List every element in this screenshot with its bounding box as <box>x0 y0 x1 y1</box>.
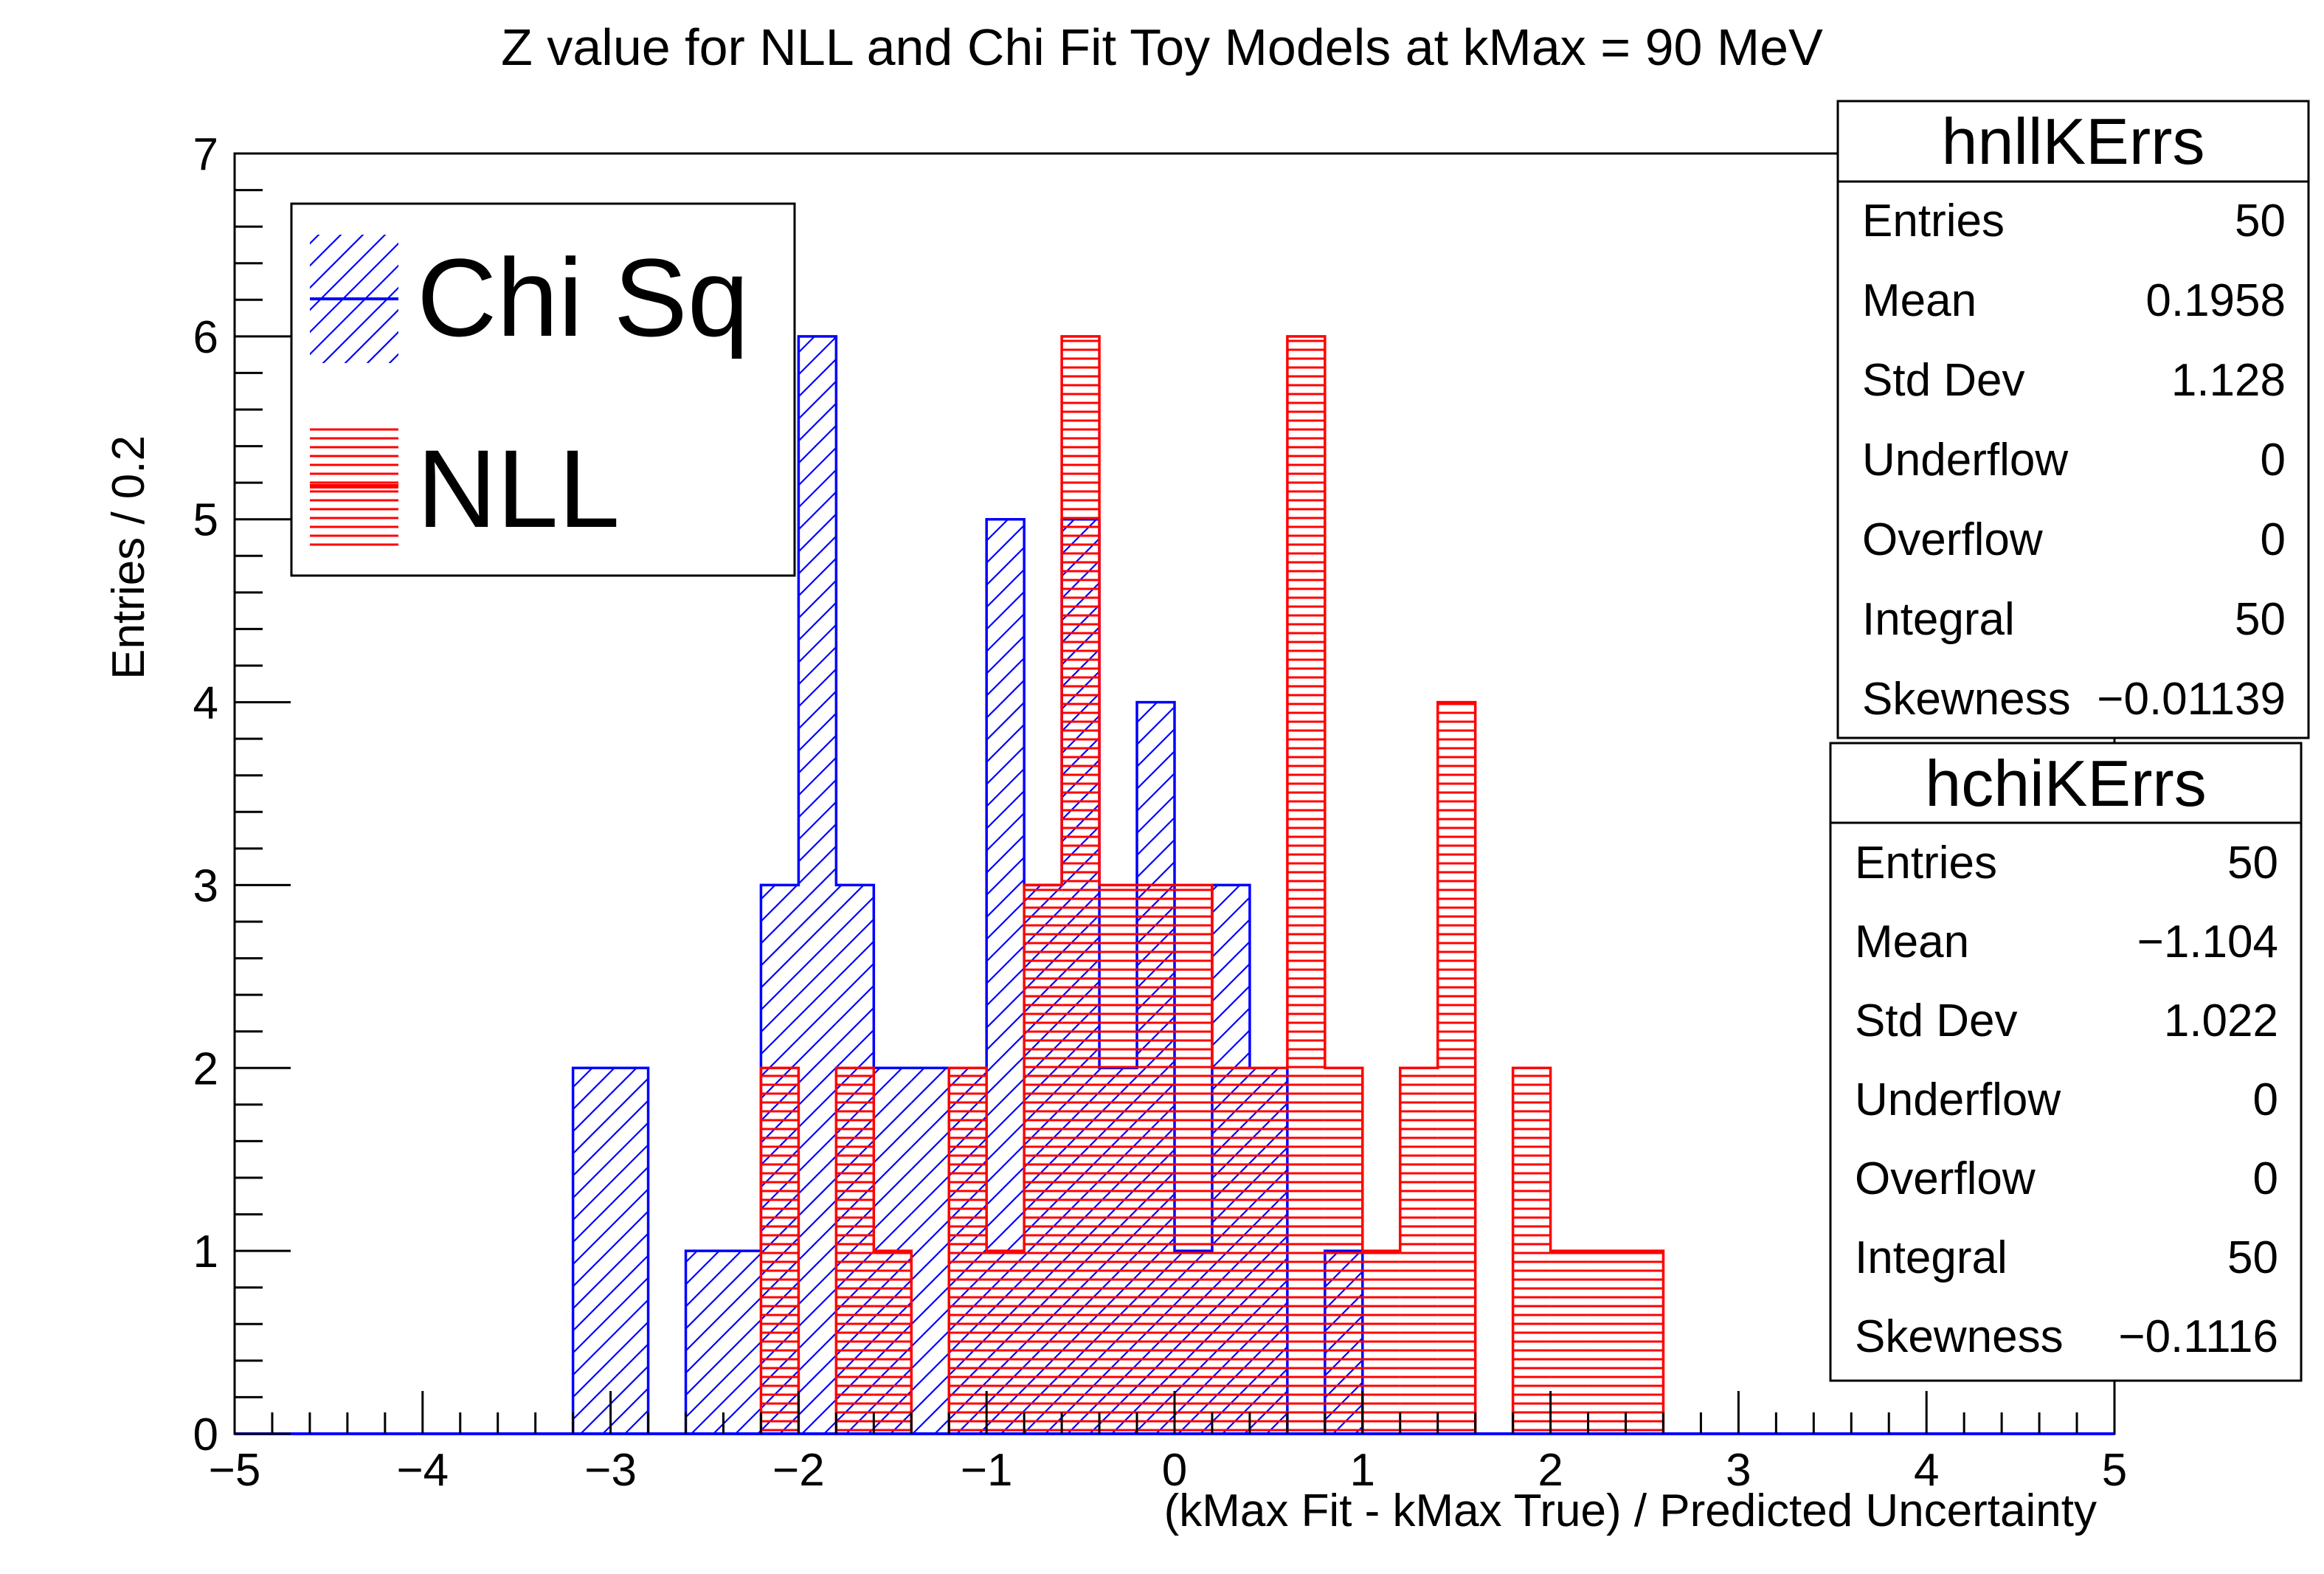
x-axis-label: (kMax Fit - kMax True) / Predicted Uncer… <box>1164 1485 2097 1536</box>
stats-row-label: Std Dev <box>1862 355 2025 406</box>
stats-box-title: hnllKErrs <box>1942 105 2205 178</box>
stats-row-label: Entries <box>1855 838 1997 888</box>
histogram-bar <box>1362 1251 1400 1434</box>
histogram-bar <box>836 1068 874 1434</box>
stats-row-value: 0 <box>2253 1074 2278 1125</box>
stats-row-label: Underflow <box>1855 1074 2061 1125</box>
stats-row-label: Integral <box>1855 1232 2007 1283</box>
x-tick-label: −2 <box>772 1445 825 1496</box>
histogram-bar <box>798 336 837 1434</box>
histogram-outline <box>571 335 1364 1435</box>
x-axis: −5 −4 −3 −2 −1 0 1 2 3 4 5 <box>209 1391 2127 1496</box>
plot-area: −5 −4 −3 −2 −1 0 1 2 3 4 5 0 1 2 3 4 5 6 7 <box>193 129 2128 1496</box>
stats-row-value: 1.022 <box>2164 995 2278 1046</box>
stats-row-label: Overflow <box>1855 1153 2036 1204</box>
series-nll <box>759 335 1665 1435</box>
stats-row-label: Mean <box>1862 275 1977 326</box>
histogram-bar <box>1437 702 1476 1434</box>
stats-box-hchiKErrs: hchiKErrs Entries 50 Mean −1.104 Std Dev… <box>1829 742 2303 1382</box>
histogram-bar <box>1588 1251 1626 1434</box>
legend: Chi Sq NLL <box>290 202 796 577</box>
histogram-bar <box>1024 885 1062 1434</box>
stats-row-value: −1.104 <box>2137 917 2278 967</box>
y-tick-label: 2 <box>193 1043 218 1094</box>
legend-label-chi-sq: Chi Sq <box>417 235 749 359</box>
y-tick-label: 7 <box>193 129 218 180</box>
stats-box-frame <box>1829 742 2303 1382</box>
histogram-bar <box>1287 336 1325 1434</box>
legend-label-nll: NLL <box>417 427 620 550</box>
stats-row-value: 50 <box>2235 594 2286 645</box>
stats-row-value: 1.128 <box>2171 355 2286 406</box>
y-tick-label: 3 <box>193 860 218 911</box>
histogram-bar <box>1512 1068 1551 1434</box>
stats-row-value: 50 <box>2227 1232 2278 1283</box>
histogram-bar <box>685 1251 724 1434</box>
legend-entry-nll: NLL <box>310 422 620 550</box>
histogram-bar <box>1324 1068 1363 1434</box>
stats-row-label: Std Dev <box>1855 995 2018 1046</box>
histogram-bar <box>986 1251 1025 1434</box>
stats-row-label: Integral <box>1862 594 2015 645</box>
histogram-bar <box>911 1068 950 1434</box>
y-axis: 0 1 2 3 4 5 6 7 <box>193 129 291 1460</box>
x-tick-label: 5 <box>2102 1445 2127 1496</box>
stats-row-value: 0 <box>2261 435 2286 486</box>
y-tick-label: 1 <box>193 1226 218 1277</box>
stats-row-value: −0.01139 <box>2097 674 2286 725</box>
stats-row-value: 0.1958 <box>2145 275 2286 326</box>
x-tick-label: 4 <box>1914 1445 1939 1496</box>
stats-row-label: Mean <box>1855 917 1969 967</box>
y-tick-label: 6 <box>193 312 218 363</box>
stats-box-hnllKErrs: hnllKErrs Entries 50 Mean 0.1958 Std Dev… <box>1836 100 2310 739</box>
histogram-bar <box>761 1068 799 1434</box>
histogram-bar <box>1550 1251 1588 1434</box>
x-tick-label: −3 <box>584 1445 637 1496</box>
histogram-bar <box>723 1251 761 1434</box>
histogram-bar <box>1625 1251 1664 1434</box>
histogram-bar <box>1175 885 1212 1434</box>
stats-row-value: 0 <box>2261 514 2286 565</box>
x-tick-label: 2 <box>1538 1445 1563 1496</box>
histogram-bar <box>1062 336 1100 1434</box>
histogram-bar <box>1211 1068 1250 1434</box>
y-tick-label: 0 <box>193 1409 218 1460</box>
histogram-bar <box>1137 885 1175 1434</box>
stats-box-frame <box>1836 100 2310 739</box>
y-axis-label: Entries / 0.2 <box>103 435 154 680</box>
chart-title: Z value for NLL and Chi Fit Toy Models a… <box>501 18 1823 76</box>
histogram-bar <box>1249 1068 1287 1434</box>
x-tick-label: −5 <box>209 1445 261 1496</box>
x-tick-label: −4 <box>396 1445 449 1496</box>
histogram-bar <box>874 1251 912 1434</box>
x-tick-label: 1 <box>1350 1445 1375 1496</box>
legend-entry-chi-sq: Chi Sq <box>310 235 749 363</box>
x-tick-label: 3 <box>1726 1445 1751 1496</box>
histogram-bar <box>1099 885 1138 1434</box>
stats-row-label: Skewness <box>1855 1311 2064 1362</box>
stats-row-label: Skewness <box>1862 674 2071 725</box>
stats-row-label: Entries <box>1862 196 2005 246</box>
histogram-bar <box>949 1068 987 1434</box>
stats-row-label: Overflow <box>1862 514 2043 565</box>
stats-row-value: 50 <box>2235 196 2286 246</box>
stats-row-value: 0 <box>2253 1153 2278 1204</box>
x-tick-label: −1 <box>961 1445 1013 1496</box>
histogram-bar <box>1400 1068 1438 1434</box>
stats-row-value: 50 <box>2227 838 2278 888</box>
y-tick-label: 5 <box>193 495 218 546</box>
histogram-bar <box>610 1068 649 1434</box>
histogram-bar <box>573 1068 611 1434</box>
stats-box-title: hchiKErrs <box>1925 747 2206 820</box>
stats-row-label: Underflow <box>1862 435 2068 486</box>
x-tick-label: 0 <box>1162 1445 1187 1496</box>
y-tick-label: 4 <box>193 678 218 729</box>
stats-row-value: −0.1116 <box>2118 1311 2278 1362</box>
